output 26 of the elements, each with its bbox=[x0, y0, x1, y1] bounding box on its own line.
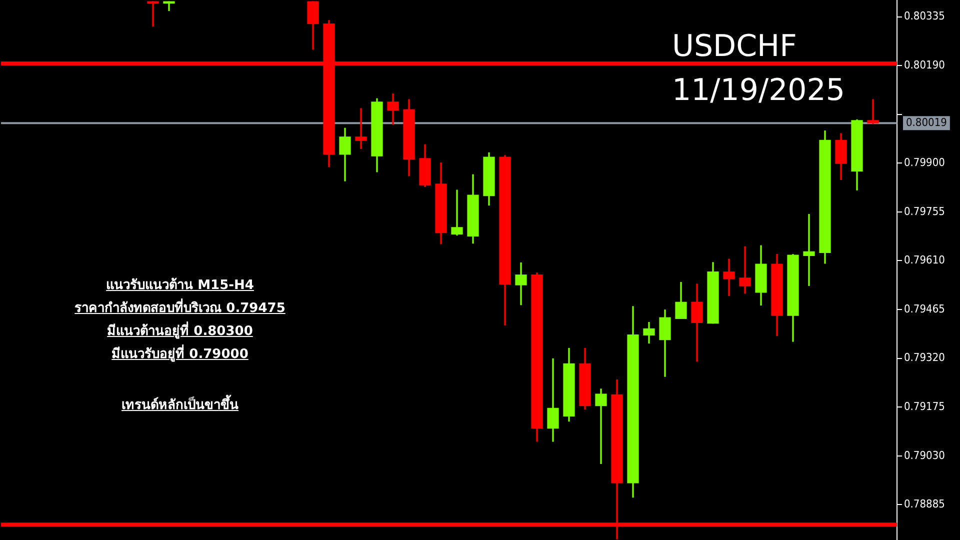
candlestick bbox=[547, 358, 559, 442]
text: USDCHF bbox=[672, 29, 797, 64]
candlestick bbox=[451, 190, 463, 236]
candlestick bbox=[739, 246, 751, 294]
y-tick-label: 0.79900 bbox=[904, 156, 945, 170]
y-tick-label: 0.79030 bbox=[904, 448, 945, 462]
y-tick-label: 0.79320 bbox=[904, 351, 945, 364]
y-tick-label: 0.80335 bbox=[904, 10, 945, 23]
annotation: ราคากำลังทดสอบที่บริเวณ 0.79475 bbox=[74, 298, 286, 318]
y-tick-label: 0.79755 bbox=[904, 204, 945, 218]
y-tick-label: 0.78885 bbox=[904, 498, 945, 511]
annotation: มีแนวรับอยู่ที่ 0.79000 bbox=[110, 344, 250, 364]
y-tick-label: 0.79465 bbox=[904, 302, 945, 316]
candlestick bbox=[723, 258, 735, 296]
candlestick bbox=[355, 108, 367, 150]
candlestick bbox=[595, 388, 607, 464]
ref-line-label: 0.80019 bbox=[906, 116, 947, 129]
annotation: เทรนด์หลักเป็นขาขึ้น bbox=[120, 394, 240, 415]
candlestick bbox=[867, 99, 879, 124]
candlestick bbox=[803, 214, 815, 286]
text: 11/19/2025 bbox=[672, 73, 845, 108]
y-tick-label: 0.79610 bbox=[904, 254, 945, 267]
y-tick-label: 0.79175 bbox=[904, 400, 945, 413]
annotation: แนวรับแนวต้าน M15-H4 bbox=[105, 276, 255, 295]
annotation: มีแนวต้านอยู่ที่ 0.80300 bbox=[106, 320, 254, 341]
y-tick-label: 0.80190 bbox=[904, 58, 945, 72]
